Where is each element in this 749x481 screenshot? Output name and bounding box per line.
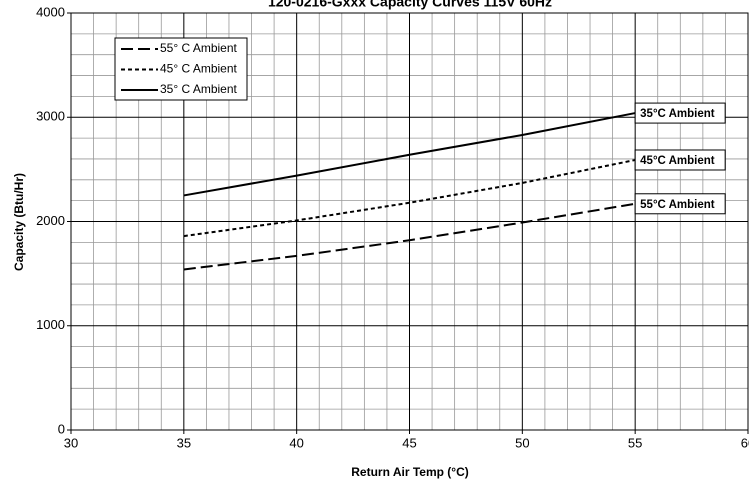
y-tick-label: 1000 xyxy=(36,317,65,332)
annotation-box xyxy=(634,102,726,124)
legend-label: 55° C Ambient xyxy=(160,41,238,55)
data-line xyxy=(183,159,636,238)
annotation-box xyxy=(634,193,726,215)
x-tick-label: 55 xyxy=(628,435,642,450)
annotation-box xyxy=(634,149,726,171)
x-tick-label: 30 xyxy=(64,435,78,450)
annotation: 45°C Ambient xyxy=(640,155,715,167)
data-line xyxy=(183,112,636,197)
x-axis-label: Return Air Temp (°C) xyxy=(351,465,468,479)
x-tick-label: 50 xyxy=(515,435,529,450)
y-tick-label: 2000 xyxy=(36,213,65,228)
plot-frame xyxy=(70,12,749,431)
legend-label: 45° C Ambient xyxy=(160,62,238,76)
legend-label: 35° C Ambient xyxy=(160,82,238,96)
annotation: 35°C Ambient xyxy=(640,108,715,120)
y-axis-label: Capacity (Btu/Hr) xyxy=(12,173,26,271)
data-line xyxy=(183,202,636,271)
x-tick-label: 40 xyxy=(289,435,303,450)
x-tick-label: 35 xyxy=(177,435,191,450)
y-tick-label: 0 xyxy=(58,421,65,436)
annotation: 55°C Ambient xyxy=(640,199,715,211)
x-tick-label: 60 xyxy=(741,435,749,450)
chart-title: 120-0216-Gxxx Capacity Curves 115V 60Hz xyxy=(268,0,552,10)
y-tick-label: 4000 xyxy=(36,4,65,19)
x-tick-label: 45 xyxy=(402,435,416,450)
y-tick-label: 3000 xyxy=(36,109,65,124)
